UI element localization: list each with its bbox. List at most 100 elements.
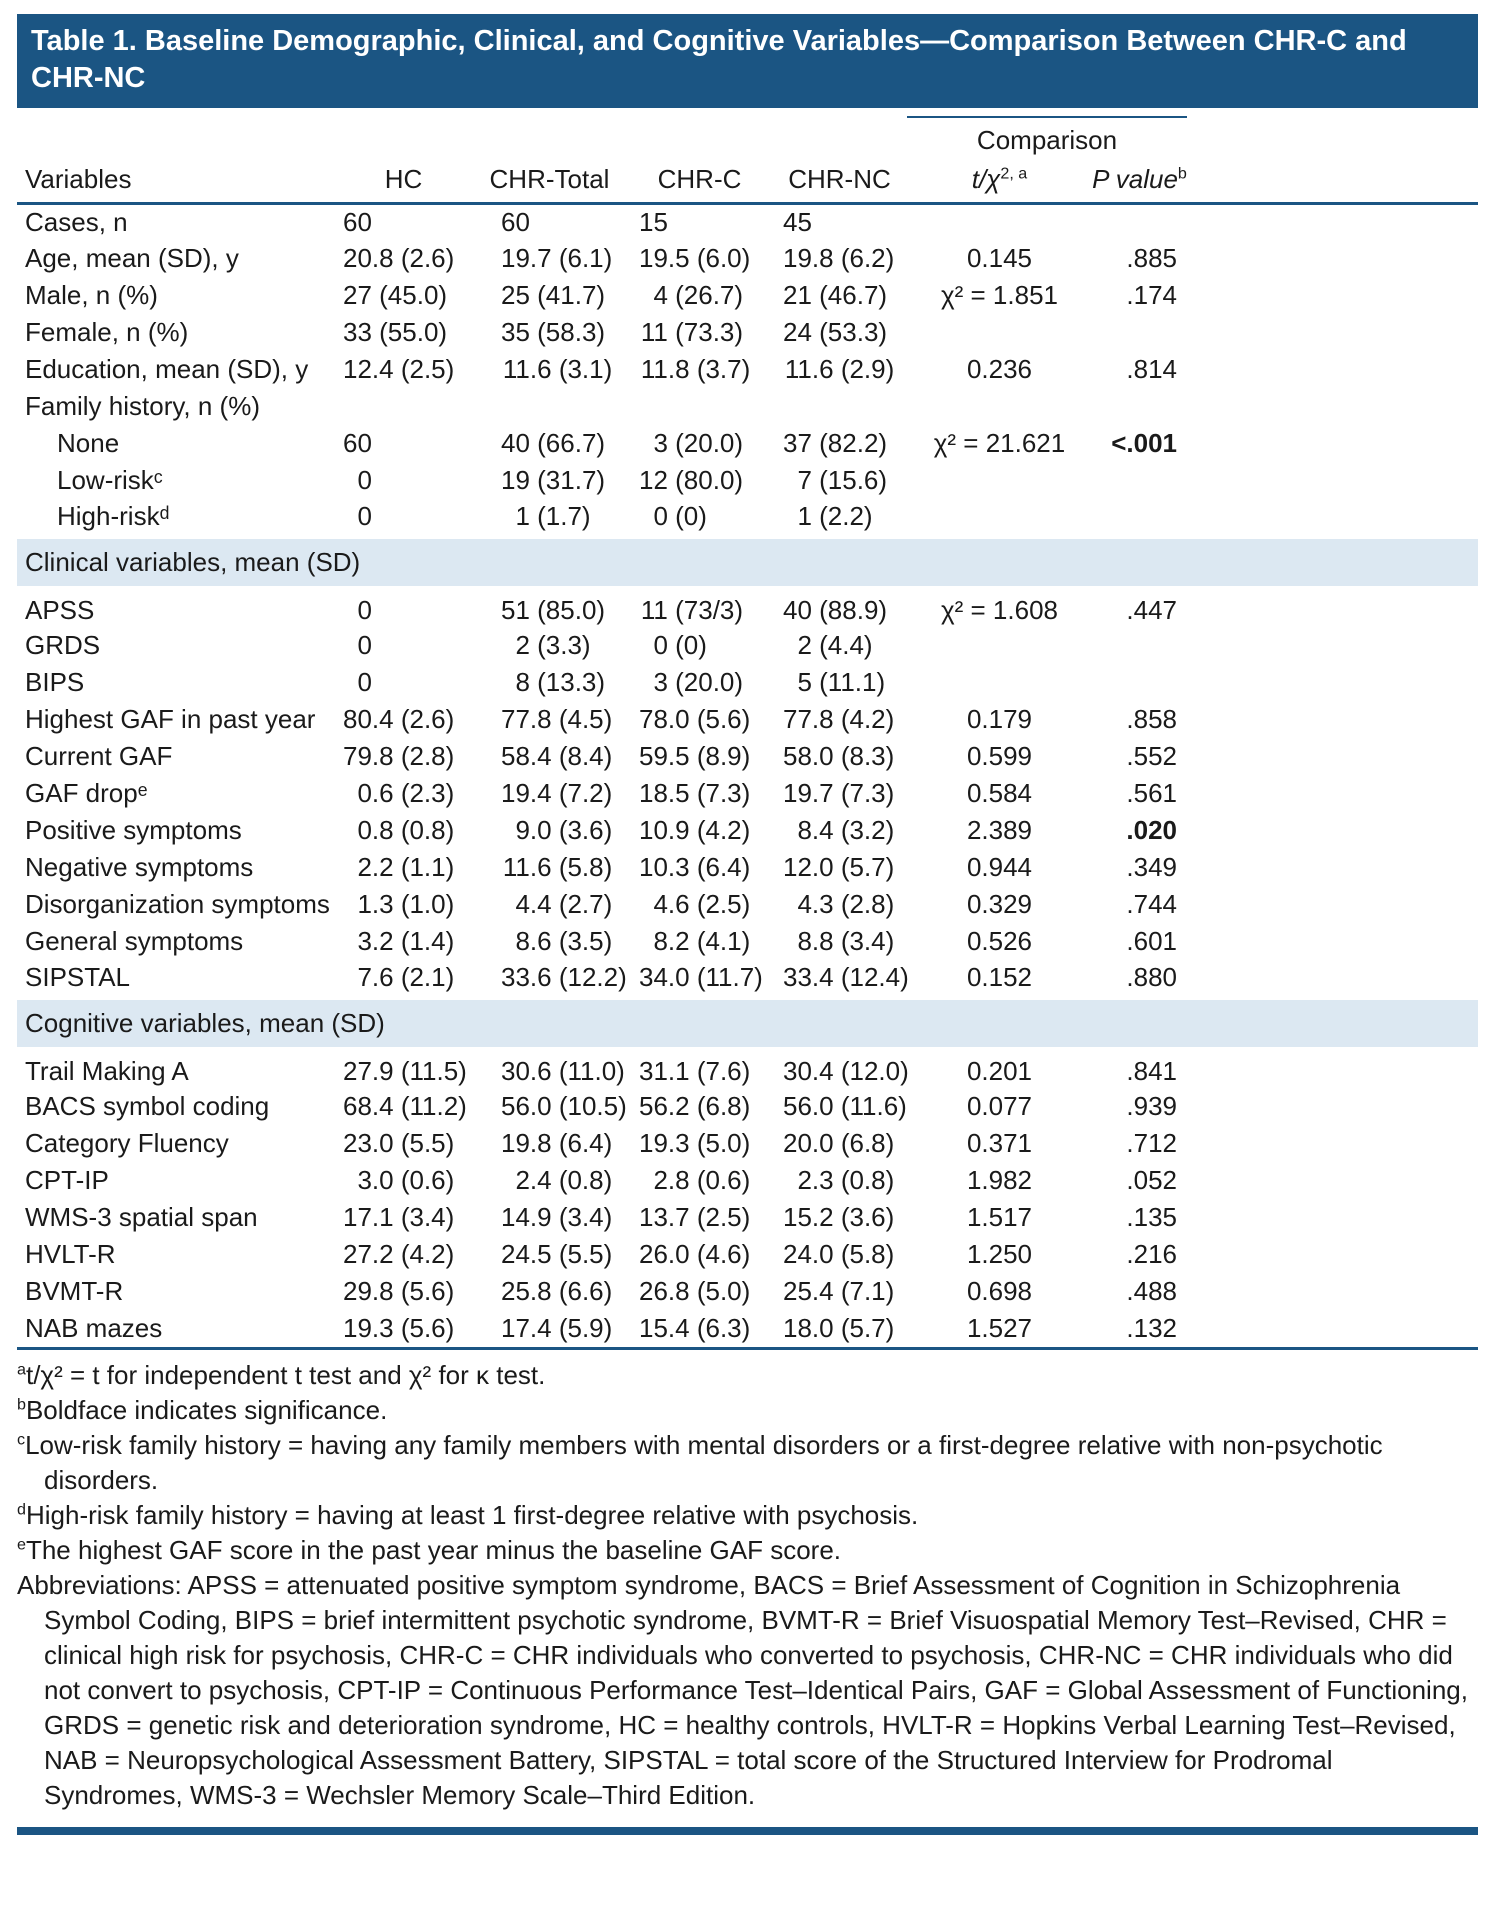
pvalue-cell [1092,203,1187,240]
filler-cell [1187,1310,1478,1347]
value-int: 58 [783,741,812,771]
value-int: 12 [343,354,372,384]
table-row: BACS symbol coding 68.4 (11.2) 56.0 (10.5)… [17,1088,1478,1125]
table-row: Female, n (%) 33 (55.0) 35 (58.3) 11 (73.3)… [17,314,1478,351]
row-label: Family history, n (%) [25,391,260,421]
value-int: 77 [501,704,530,734]
pvalue-cell: .020 [1126,815,1178,845]
value-cell: 25.4 (7.1) [783,1276,895,1306]
value-int: 14 [501,1202,530,1232]
value-int: 2 [653,1165,668,1195]
pvalue-cell: .744 [1126,889,1178,919]
filler-cell [1187,314,1478,351]
value-cell: 19.8 (6.2) [783,243,895,273]
stat-cell [907,388,1092,425]
table-row: Highest GAF in past year 80.4 (2.6) 77.8 (… [17,701,1478,738]
footnote: cLow-risk family history = having any fa… [17,1430,1383,1495]
row-label: Education, mean (SD), y [25,354,309,384]
pvalue-cell: .135 [1126,1202,1178,1232]
table-row: BIPS 0 8 (13.3) 3 (20.0) 5 (11.1) [17,664,1478,701]
value-cell: 35 (58.3) [501,317,606,347]
value-int: 11 [640,595,668,626]
value-cell: 8.2 (4.1) [627,923,772,960]
value-int: 26 [639,1239,668,1269]
table-body: Cases, n 60 60 15 45 Age, mean (SD), y 20.8 (2… [17,203,1478,1347]
value-int: 2 [357,852,372,882]
value-cell: 11 (73/3) [640,595,744,626]
value-int: 20 [343,243,372,273]
stat-cell [907,314,1092,351]
pvalue-cell: .712 [1126,1128,1178,1158]
value-int: 11 [502,354,530,384]
pvalue-cell [1092,627,1187,664]
value-cell: 8 (13.3) [472,664,627,701]
stat-cell: 0.152 [966,961,1033,992]
value-int: 1 [357,889,372,919]
value-cell: 26.8 (5.0) [639,1276,751,1306]
value-cell: 3.0 (0.6) [335,1162,472,1199]
value-cell: 1 (2.2) [772,499,907,536]
value-cell: 60 [335,203,472,240]
stat-cell: 0.329 [966,889,1033,919]
value-int: 2 [797,1165,812,1195]
value-int: 0 [357,465,372,495]
value-int: 3 [653,428,668,458]
value-cell: 0 (0) [627,627,772,664]
value-int: 60 [501,206,530,237]
value-int: 4 [653,889,668,919]
value-int: 78 [639,704,668,734]
table-row: BVMT-R 29.8 (5.6) 25.8 (6.6) 26.8 (5.0) 25.4… [17,1273,1478,1310]
col-header-stat: t/χ2, a [907,157,1092,205]
value-int: 20 [783,1128,812,1158]
table-row: Trail Making A 27.9 (11.5) 30.6 (11.0) 31.1… [17,1051,1478,1088]
pvalue-cell: <.001 [1111,428,1178,458]
filler-cell [1187,1162,1478,1199]
value-int: 19 [639,1128,668,1158]
row-label: WMS-3 spatial span [25,1202,258,1232]
pvalue-cell: .858 [1126,704,1178,734]
value-int: 33 [501,961,530,992]
row-label: General symptoms [25,926,244,956]
value-int: 10 [639,852,668,882]
stat-cell: 0.236 [966,354,1033,384]
value-cell: 7.6 (2.1) [335,960,472,997]
stat-cell: χ² = 21.621 [933,428,1066,458]
value-int: 0 [357,630,372,660]
value-int: 31 [639,1056,668,1087]
row-label: None [57,428,120,458]
table-head: Comparison Variables HC CHR-Total CHR-C … [17,116,1478,205]
data-table: Comparison Variables HC CHR-Total CHR-C … [17,116,1478,1347]
value-cell: 12 (80.0) [639,465,744,495]
value-int: 11 [784,354,812,384]
value-int: 19 [501,465,530,495]
pvalue-cell [1092,314,1187,351]
value-int: 27 [343,280,372,310]
value-cell: 0 [335,664,472,701]
table-row: High-riskᵈ 0 1 (1.7) 0 (0) 1 (2.2) [17,499,1478,536]
value-cell: 2.3 (0.8) [772,1162,907,1199]
value-int: 3 [357,926,372,956]
value-int: 58 [501,741,530,771]
table-row: SIPSTAL 7.6 (2.1) 33.6 (12.2) 34.0 (11.7) 33… [17,960,1478,997]
value-cell: 2.8 (0.6) [627,1162,772,1199]
value-int: 25 [783,1276,812,1306]
value-int: 77 [783,704,812,734]
filler-cell [1187,388,1478,425]
pvalue-cell: .052 [1126,1165,1178,1195]
value-int: 7 [357,961,372,992]
pvalue-cell: .814 [1126,354,1178,384]
pvalue-cell: .880 [1126,961,1178,992]
value-int: 23 [343,1128,372,1158]
row-label: BIPS [25,667,85,697]
value-int: 5 [797,667,812,697]
value-int: 8 [515,667,530,697]
table-row: GRDS 0 2 (3.3) 0 (0) 2 (4.4) [17,627,1478,664]
value-cell: 56.0 (10.5) [501,1091,627,1121]
col-header-hc: HC [335,157,472,205]
value-cell [472,388,627,425]
value-int: 3 [357,1165,372,1195]
filler-cell [1187,351,1478,388]
filler-cell [1187,1125,1478,1162]
table-row: NAB mazes 19.3 (5.6) 17.4 (5.9) 15.4 (6.3) 1… [17,1310,1478,1347]
value-cell: 1 (1.7) [472,499,627,536]
